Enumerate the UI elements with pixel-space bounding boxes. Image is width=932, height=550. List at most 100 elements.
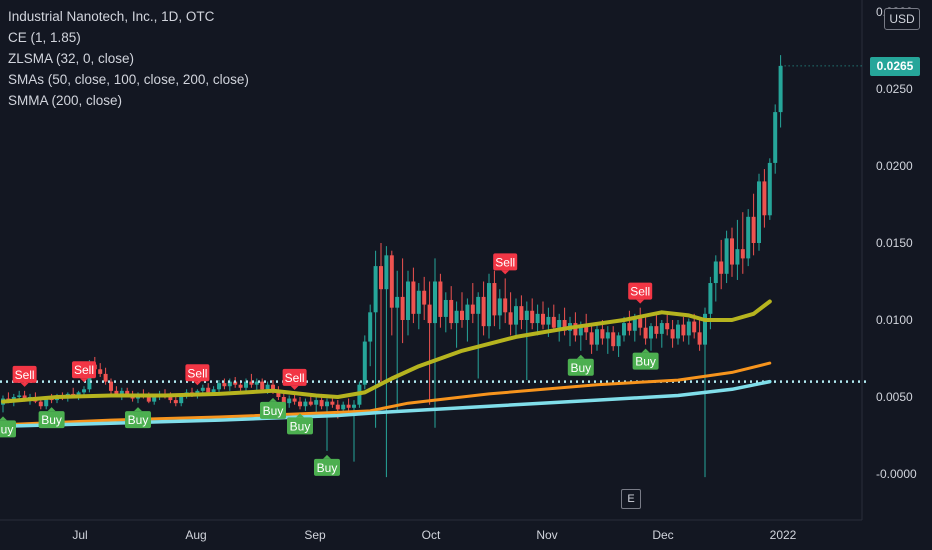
candle-body	[303, 401, 308, 407]
candle-body	[643, 327, 648, 339]
candle-body	[514, 306, 518, 325]
candle-body	[632, 318, 637, 331]
candle-body	[470, 304, 475, 314]
candle-body	[508, 312, 513, 325]
candle-body	[427, 304, 432, 324]
candle-body	[600, 329, 605, 339]
signal-label-box	[12, 365, 37, 383]
signal-label-box	[185, 364, 210, 382]
candle-body	[335, 404, 340, 410]
signal-label-text: Buy	[635, 355, 656, 369]
candle-body	[492, 283, 497, 316]
y-tick-label: 0.0150	[876, 236, 913, 250]
candle-body	[114, 390, 119, 394]
candle-body	[670, 329, 675, 339]
candle-body	[98, 369, 103, 374]
candle-body	[233, 381, 238, 385]
candle-body	[703, 313, 707, 345]
candle-body	[497, 298, 502, 316]
signal-label-text: Sell	[630, 285, 650, 299]
y-tick-label: 0.0100	[876, 313, 913, 327]
signal-label-text: Sell	[187, 366, 207, 380]
legend-smma[interactable]: SMMA (200, close)	[8, 93, 123, 108]
candle-body	[762, 181, 767, 216]
sell-signal: Sell	[12, 365, 37, 387]
signal-label-text: Buy	[290, 419, 311, 433]
signal-label-text: Sell	[74, 363, 94, 377]
candle-body	[125, 390, 130, 396]
candle-body	[173, 400, 178, 404]
candle-body	[200, 387, 205, 391]
last-price-tag: 0.0265	[870, 57, 920, 76]
candle-body	[422, 290, 427, 305]
candle-body	[152, 397, 157, 402]
legend-ce[interactable]: CE (1, 1.85)	[8, 30, 81, 45]
candle-body	[298, 401, 302, 407]
signal-label-box	[282, 368, 307, 386]
legend-smas[interactable]: SMAs (50, close, 100, close, 200, close)	[8, 72, 249, 87]
signal-label-box	[493, 253, 518, 271]
candle-body	[638, 318, 643, 328]
candle-body	[373, 266, 378, 313]
candle-body	[454, 310, 459, 324]
candle-body	[438, 281, 443, 317]
candle-body	[238, 384, 243, 388]
candle-body	[341, 404, 346, 410]
candle-body	[400, 296, 405, 320]
signal-pointer	[636, 299, 645, 304]
candle-body	[443, 299, 448, 317]
candle-body	[476, 296, 481, 314]
candle-body	[260, 381, 265, 390]
candle-body	[308, 401, 313, 405]
y-tick-label: 0.0050	[876, 390, 913, 404]
candle-body	[551, 316, 556, 328]
candle-body	[665, 323, 670, 330]
candle-body	[346, 404, 351, 408]
candle-body	[379, 266, 383, 290]
legend-zlsma[interactable]: ZLSMA (32, 0, close)	[8, 51, 135, 66]
sell-signal: Sell	[72, 361, 96, 383]
buy-signal: Buy	[0, 416, 16, 438]
candle-body	[103, 373, 108, 382]
candle-body	[179, 395, 184, 404]
candle-body	[244, 381, 248, 388]
y-tick-label: -0.0000	[876, 467, 917, 481]
candle-body	[433, 281, 437, 324]
candle-body	[265, 384, 270, 390]
candle-body	[713, 261, 718, 284]
candle-body	[724, 238, 729, 274]
x-tick-label: Dec	[652, 528, 673, 542]
buy-signal: Buy	[314, 454, 340, 476]
signal-pointer	[80, 378, 88, 383]
candle-body	[578, 326, 583, 336]
signal-label-box	[314, 458, 340, 476]
candle-body	[411, 281, 416, 314]
signal-label-box	[72, 361, 96, 379]
signal-label-text: Buy	[317, 461, 338, 475]
earnings-marker[interactable]: E	[621, 489, 641, 509]
candle-body	[611, 332, 616, 347]
candle-body	[562, 320, 567, 331]
candle-body	[708, 283, 713, 314]
candle-body	[44, 398, 49, 407]
signal-pointer	[576, 354, 585, 359]
legend-title[interactable]: Industrial Nanotech, Inc., 1D, OTC	[8, 9, 215, 24]
candle-body	[524, 310, 529, 320]
currency-button[interactable]: USD	[884, 8, 920, 30]
candle-body	[17, 395, 22, 397]
candle-body	[730, 238, 734, 265]
candle-body	[751, 216, 756, 243]
signal-pointer	[47, 407, 56, 412]
candle-body	[82, 389, 86, 393]
candle-body	[595, 329, 599, 345]
buy-signal: Buy	[287, 413, 313, 435]
candle-body	[557, 320, 562, 328]
signal-pointer	[323, 454, 331, 459]
sell-signal: Sell	[282, 368, 307, 390]
candle-body	[119, 390, 124, 394]
candle-body	[584, 326, 589, 333]
candle-body	[109, 381, 113, 391]
